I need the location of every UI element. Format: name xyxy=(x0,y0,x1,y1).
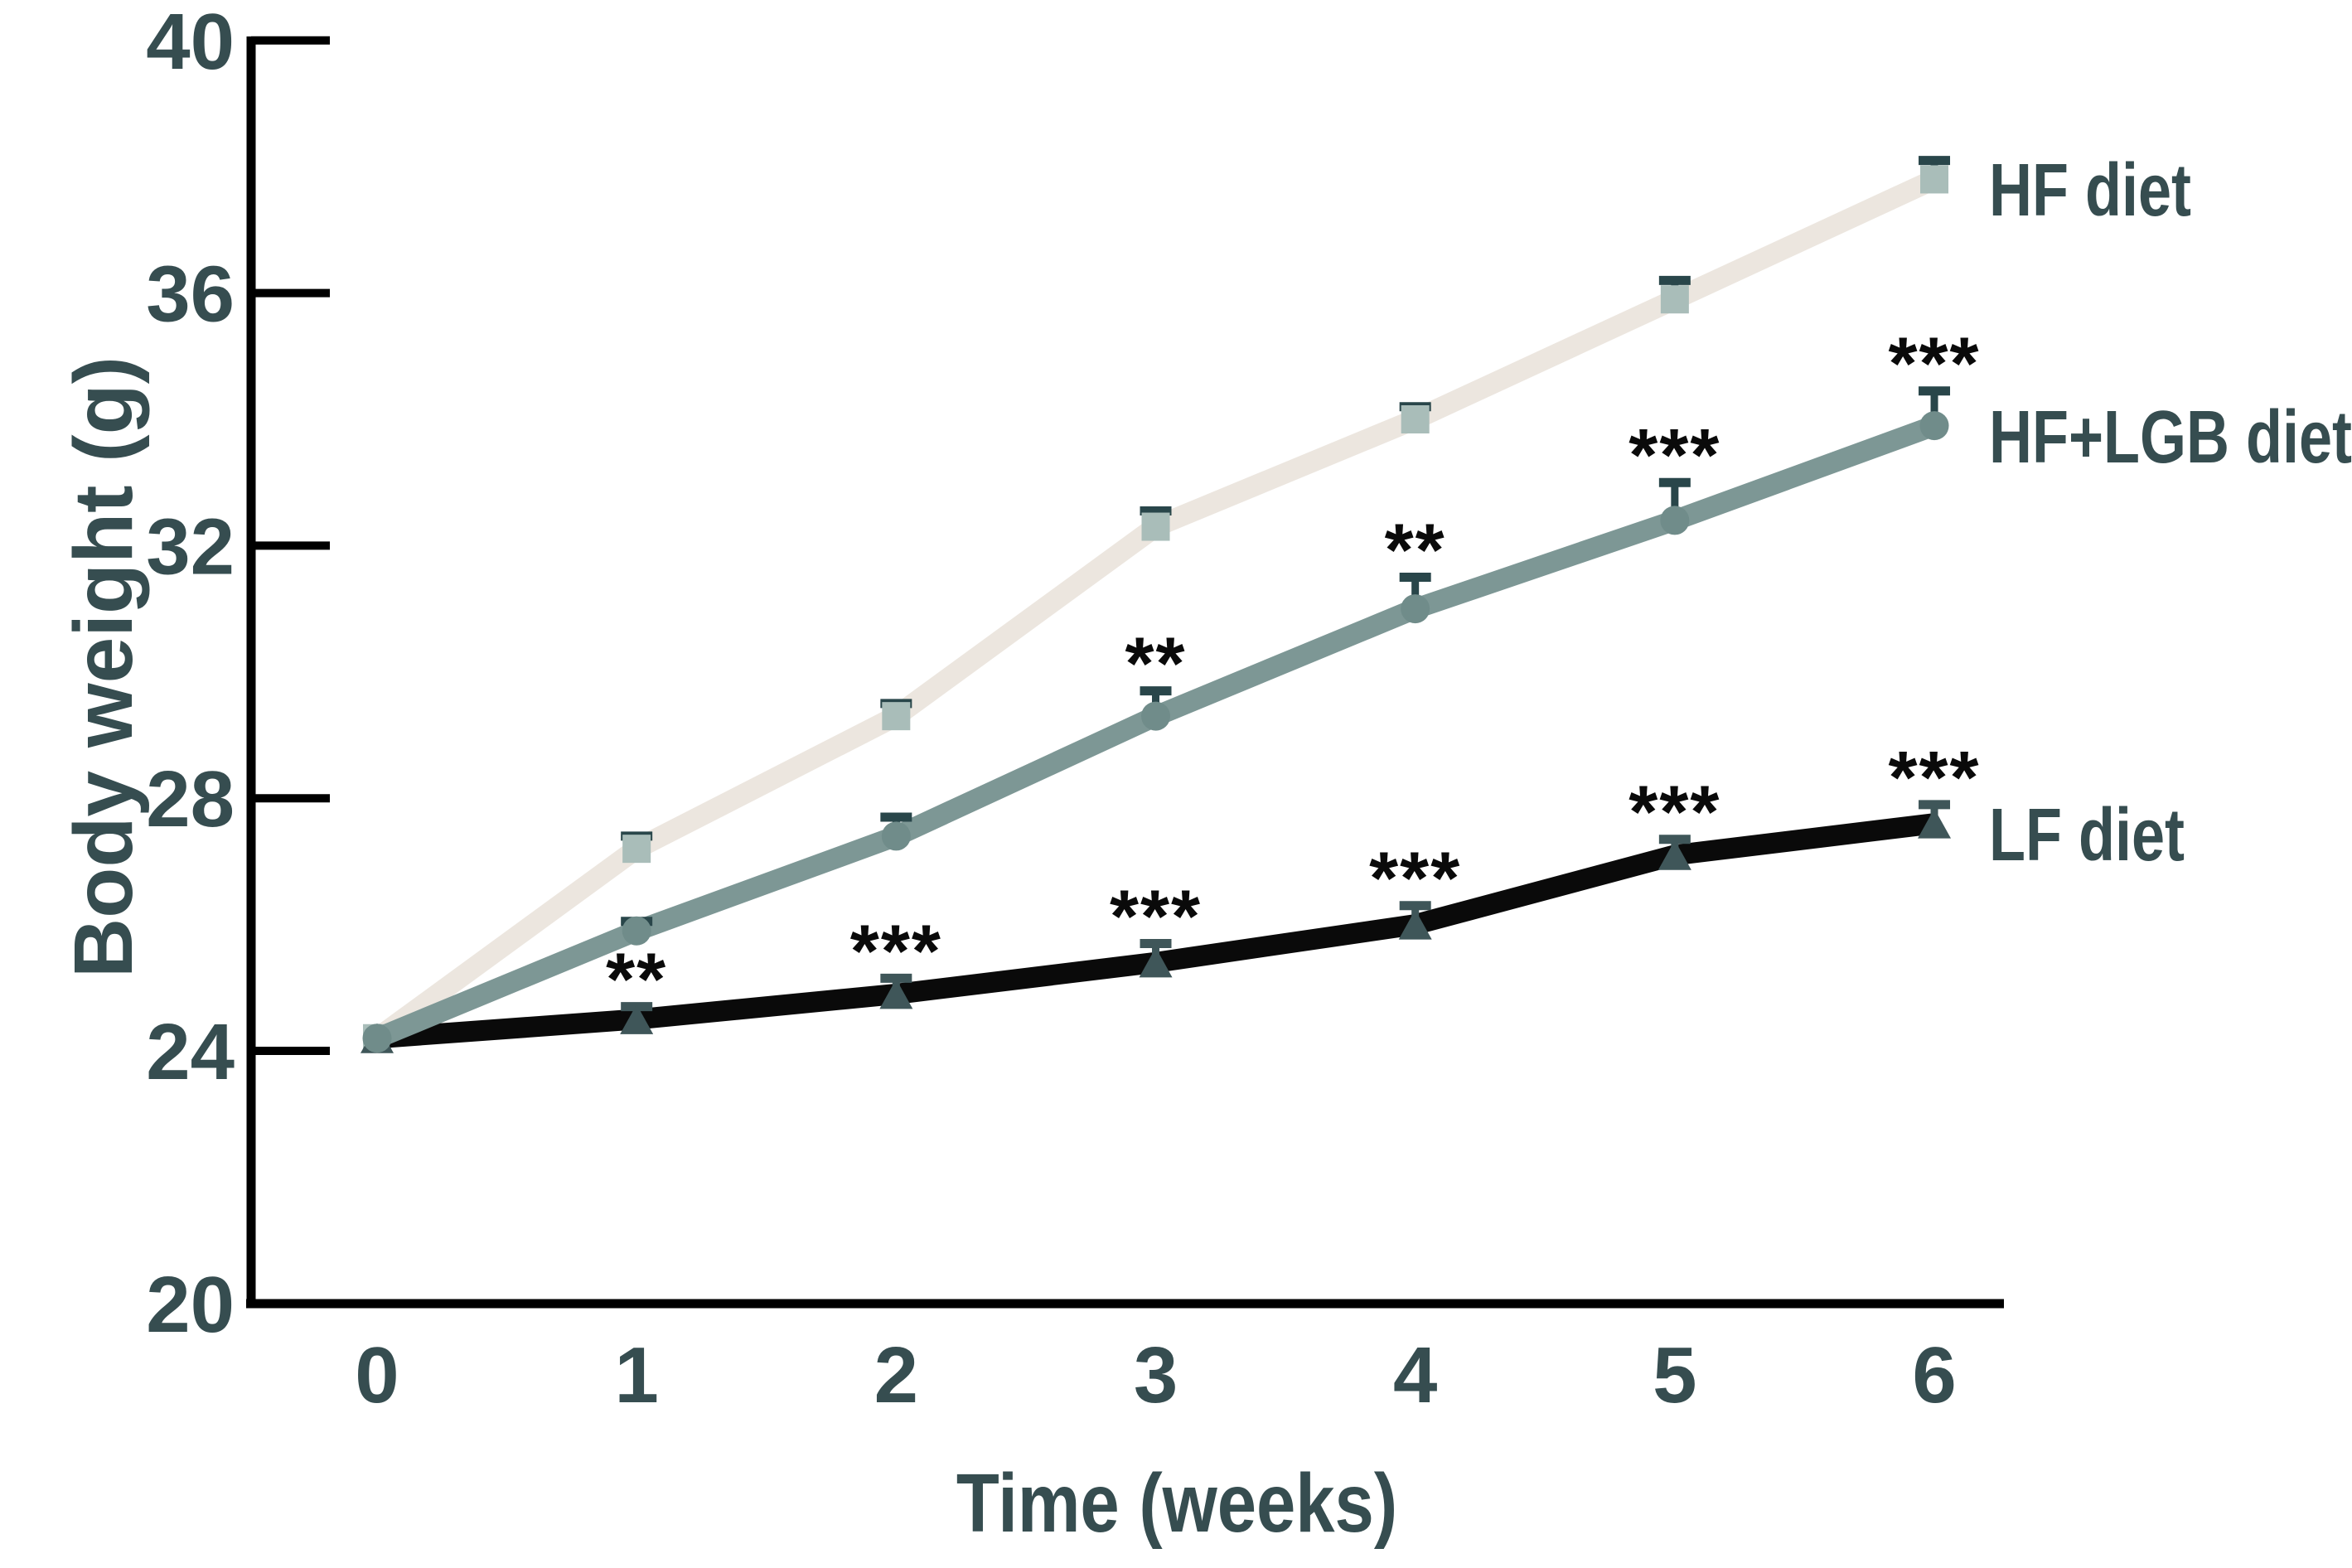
legend-label-hf-lgb-diet: HF+LGB diet xyxy=(1989,396,2352,479)
hf-lgb-diet-marker xyxy=(881,821,911,851)
significance-asterisks: *** xyxy=(1110,875,1202,958)
series-hf-lgb-diet: ********** xyxy=(362,323,1980,1053)
significance-asterisks: *** xyxy=(1628,414,1720,497)
hf-diet-marker xyxy=(882,702,911,731)
significance-asterisks: *** xyxy=(1888,737,1980,820)
hf-lgb-diet-marker xyxy=(1660,506,1690,535)
hf-diet-marker xyxy=(1660,285,1689,314)
x-tick-label: 6 xyxy=(1912,1331,1956,1420)
significance-asterisks: *** xyxy=(850,910,942,993)
lf-diet-marker xyxy=(620,1004,654,1034)
hf-diet-marker xyxy=(622,835,651,864)
significance-asterisks: *** xyxy=(1628,772,1720,854)
series-lf-diet: ** *** *** ****** *** xyxy=(361,737,1980,1053)
hf-lgb-diet-marker xyxy=(1141,701,1171,731)
legend-label-lf-diet: LF diet xyxy=(1989,794,2185,877)
x-tick-label: 1 xyxy=(614,1331,658,1420)
y-tick-label: 36 xyxy=(146,250,235,339)
significance-asterisks: *** xyxy=(1888,323,1980,406)
y-axis-title: Body weight (g) xyxy=(57,356,150,978)
hf-lgb-diet-marker xyxy=(362,1024,392,1053)
y-tick-label: 32 xyxy=(146,502,235,591)
significance-asterisks: ** xyxy=(606,939,667,1022)
x-tick-label: 3 xyxy=(1134,1331,1178,1420)
hf-lgb-diet-marker xyxy=(622,916,651,946)
x-tick-label: 2 xyxy=(874,1331,918,1420)
y-tick-label: 40 xyxy=(146,0,235,86)
hf-diet-marker xyxy=(1920,165,1949,194)
x-tick-label: 5 xyxy=(1653,1331,1696,1420)
hf-diet-marker xyxy=(1141,512,1170,541)
y-tick-label: 28 xyxy=(146,755,235,844)
significance-asterisks: *** xyxy=(1369,838,1461,921)
lf-diet-marker xyxy=(1658,840,1691,870)
hf-diet-marker xyxy=(1401,405,1430,433)
lf-diet-marker xyxy=(1398,909,1432,940)
significance-asterisks: ** xyxy=(1385,510,1446,593)
significance-asterisks: ** xyxy=(1125,623,1186,706)
y-tick-label: 20 xyxy=(146,1261,235,1349)
x-tick-label: 4 xyxy=(1393,1331,1437,1420)
y-tick-label: 24 xyxy=(146,1008,235,1096)
lf-diet-marker xyxy=(1139,947,1173,978)
x-tick-label: 0 xyxy=(355,1331,399,1420)
legend-label-hf-diet: HF diet xyxy=(1989,149,2191,232)
hf-lgb-diet-marker xyxy=(1919,411,1949,441)
lf-diet-marker xyxy=(879,979,913,1009)
hf-lgb-diet-marker xyxy=(1401,594,1430,624)
x-axis-title: Time (weeks) xyxy=(956,1457,1398,1550)
lf-diet-marker xyxy=(1918,808,1952,839)
